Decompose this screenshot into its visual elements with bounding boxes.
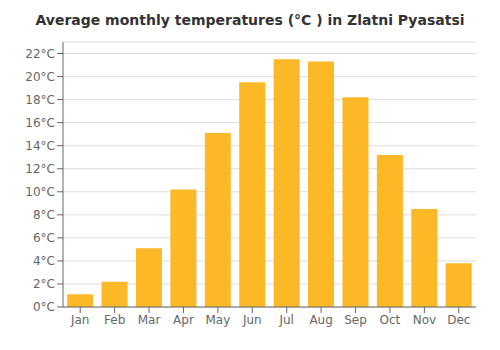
svg-text:4°C: 4°C [33,254,55,268]
svg-text:14°C: 14°C [25,139,55,153]
svg-text:Feb: Feb [104,313,125,327]
svg-text:12°C: 12°C [25,162,55,176]
svg-text:8°C: 8°C [33,208,55,222]
svg-text:Oct: Oct [380,313,401,327]
svg-text:Jan: Jan [70,313,90,327]
svg-text:10°C: 10°C [25,185,55,199]
svg-text:May: May [205,313,230,327]
svg-text:20°C: 20°C [25,70,55,84]
svg-text:Sep: Sep [344,313,367,327]
svg-text:16°C: 16°C [25,116,55,130]
svg-text:Mar: Mar [138,313,161,327]
svg-text:0°C: 0°C [33,300,55,314]
html-text:Average monthly temperatures (: Average monthly temperatures (°C ) in Zl… [35,12,465,28]
svg-text:2°C: 2°C [33,277,55,291]
svg-text:Dec: Dec [447,313,470,327]
svg-text:Nov: Nov [413,313,436,327]
svg-text:22°C: 22°C [25,47,55,61]
svg-text:Apr: Apr [173,313,194,327]
svg-text:Aug: Aug [309,313,332,327]
svg-text:18°C: 18°C [25,93,55,107]
svg-text:Jul: Jul [278,313,293,327]
svg-text:6°C: 6°C [33,231,55,245]
svg-text:Jun: Jun [242,313,262,327]
